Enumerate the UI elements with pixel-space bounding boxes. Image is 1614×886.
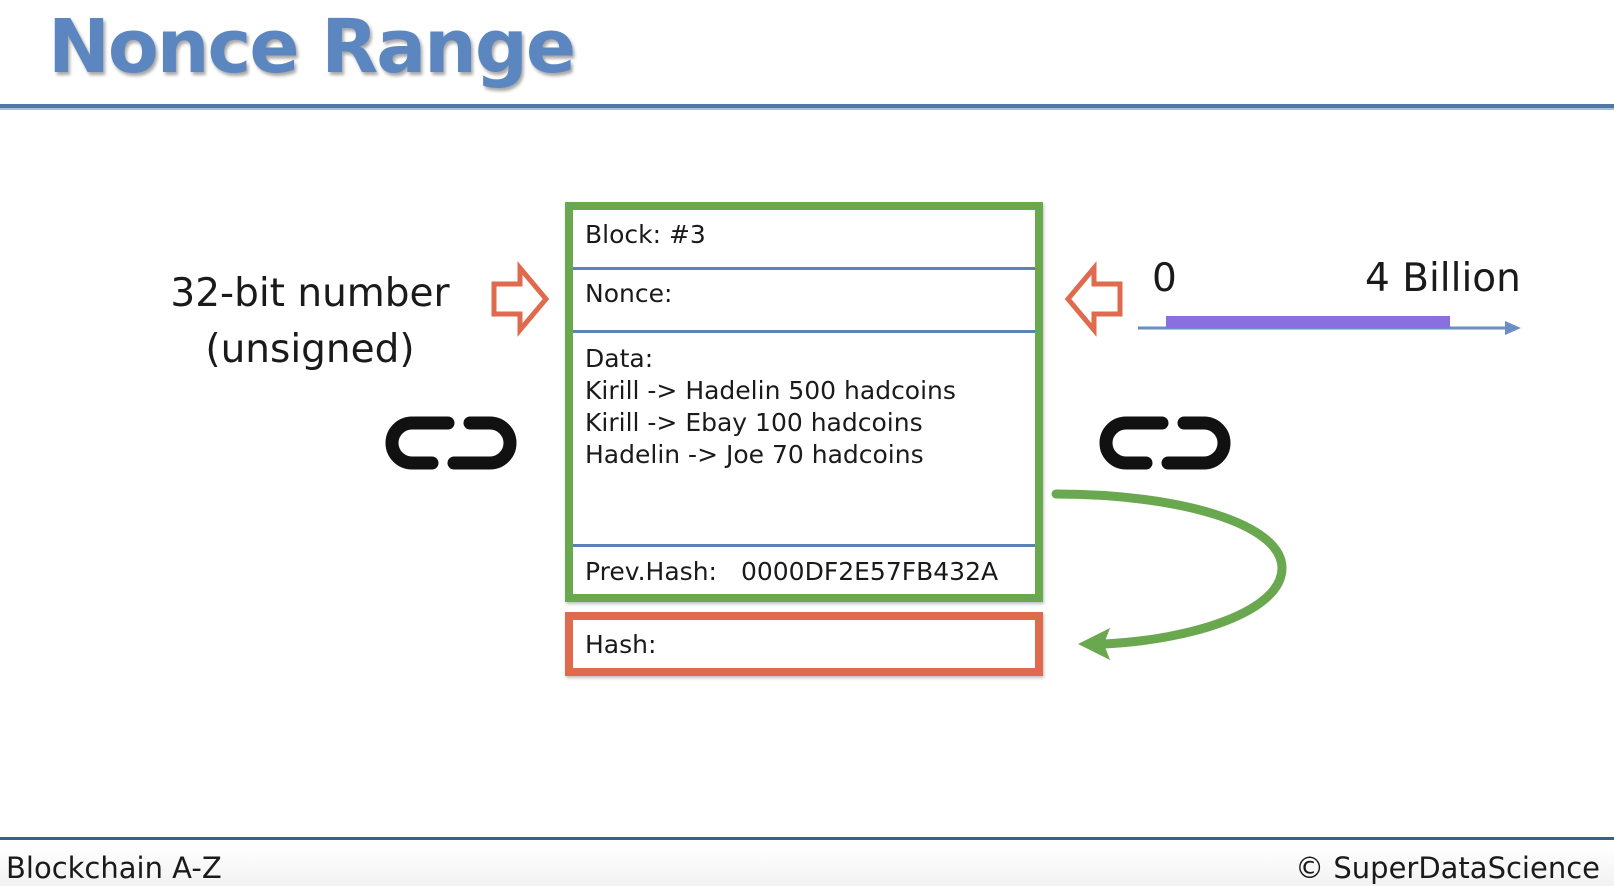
data-field: Data: Kirill -> Hadelin 500 hadcoins Kir… [573, 343, 1035, 471]
hollow-right-arrow-icon [491, 261, 550, 337]
page-title: Nonce Range [48, 4, 576, 90]
transaction-line: Kirill -> Hadelin 500 hadcoins [585, 376, 956, 405]
caption-line-1: 32-bit number [170, 271, 450, 316]
chain-link-icon [1099, 416, 1231, 470]
range-axis-arrowhead [1505, 321, 1521, 335]
range-min-label: 0 [1152, 256, 1177, 301]
prev-hash-label: Prev.Hash: [585, 557, 717, 586]
caption-line-2: (unsigned) [205, 327, 415, 372]
row-divider [573, 544, 1035, 547]
title-divider [0, 104, 1614, 110]
transaction-line: Hadelin -> Joe 70 hadcoins [585, 440, 924, 469]
curved-arrowhead [1078, 628, 1110, 660]
prev-hash-value: 0000DF2E57FB432A [740, 557, 999, 586]
copyright-notice: © SuperDataScience [1295, 851, 1600, 885]
prev-hash-field: Prev.Hash: 0000DF2E57FB432A [573, 557, 1035, 586]
row-divider [573, 267, 1035, 270]
data-label: Data: [585, 344, 654, 373]
row-divider [573, 330, 1035, 333]
footer-bar: Blockchain A-Z © SuperDataScience [0, 845, 1614, 886]
hollow-left-arrow-icon [1064, 261, 1123, 337]
chain-link-icon [385, 416, 517, 470]
range-max-label: 4 Billion [1365, 256, 1521, 301]
course-name: Blockchain A-Z [6, 851, 222, 885]
transaction-line: Kirill -> Ebay 100 hadcoins [585, 408, 923, 437]
hash-field: Hash: [565, 612, 1043, 676]
block-number-label: Block: #3 [585, 220, 706, 249]
nonce-type-caption: 32-bit number (unsigned) [150, 266, 470, 378]
hash-label: Hash: [585, 630, 657, 659]
range-bar [1166, 316, 1450, 328]
curved-arrow-icon [1051, 489, 1287, 649]
block-card: Block: #3 Nonce: Data: Kirill -> Hadelin… [565, 202, 1043, 602]
nonce-field: Nonce: [585, 279, 673, 308]
footer-divider [0, 837, 1614, 840]
